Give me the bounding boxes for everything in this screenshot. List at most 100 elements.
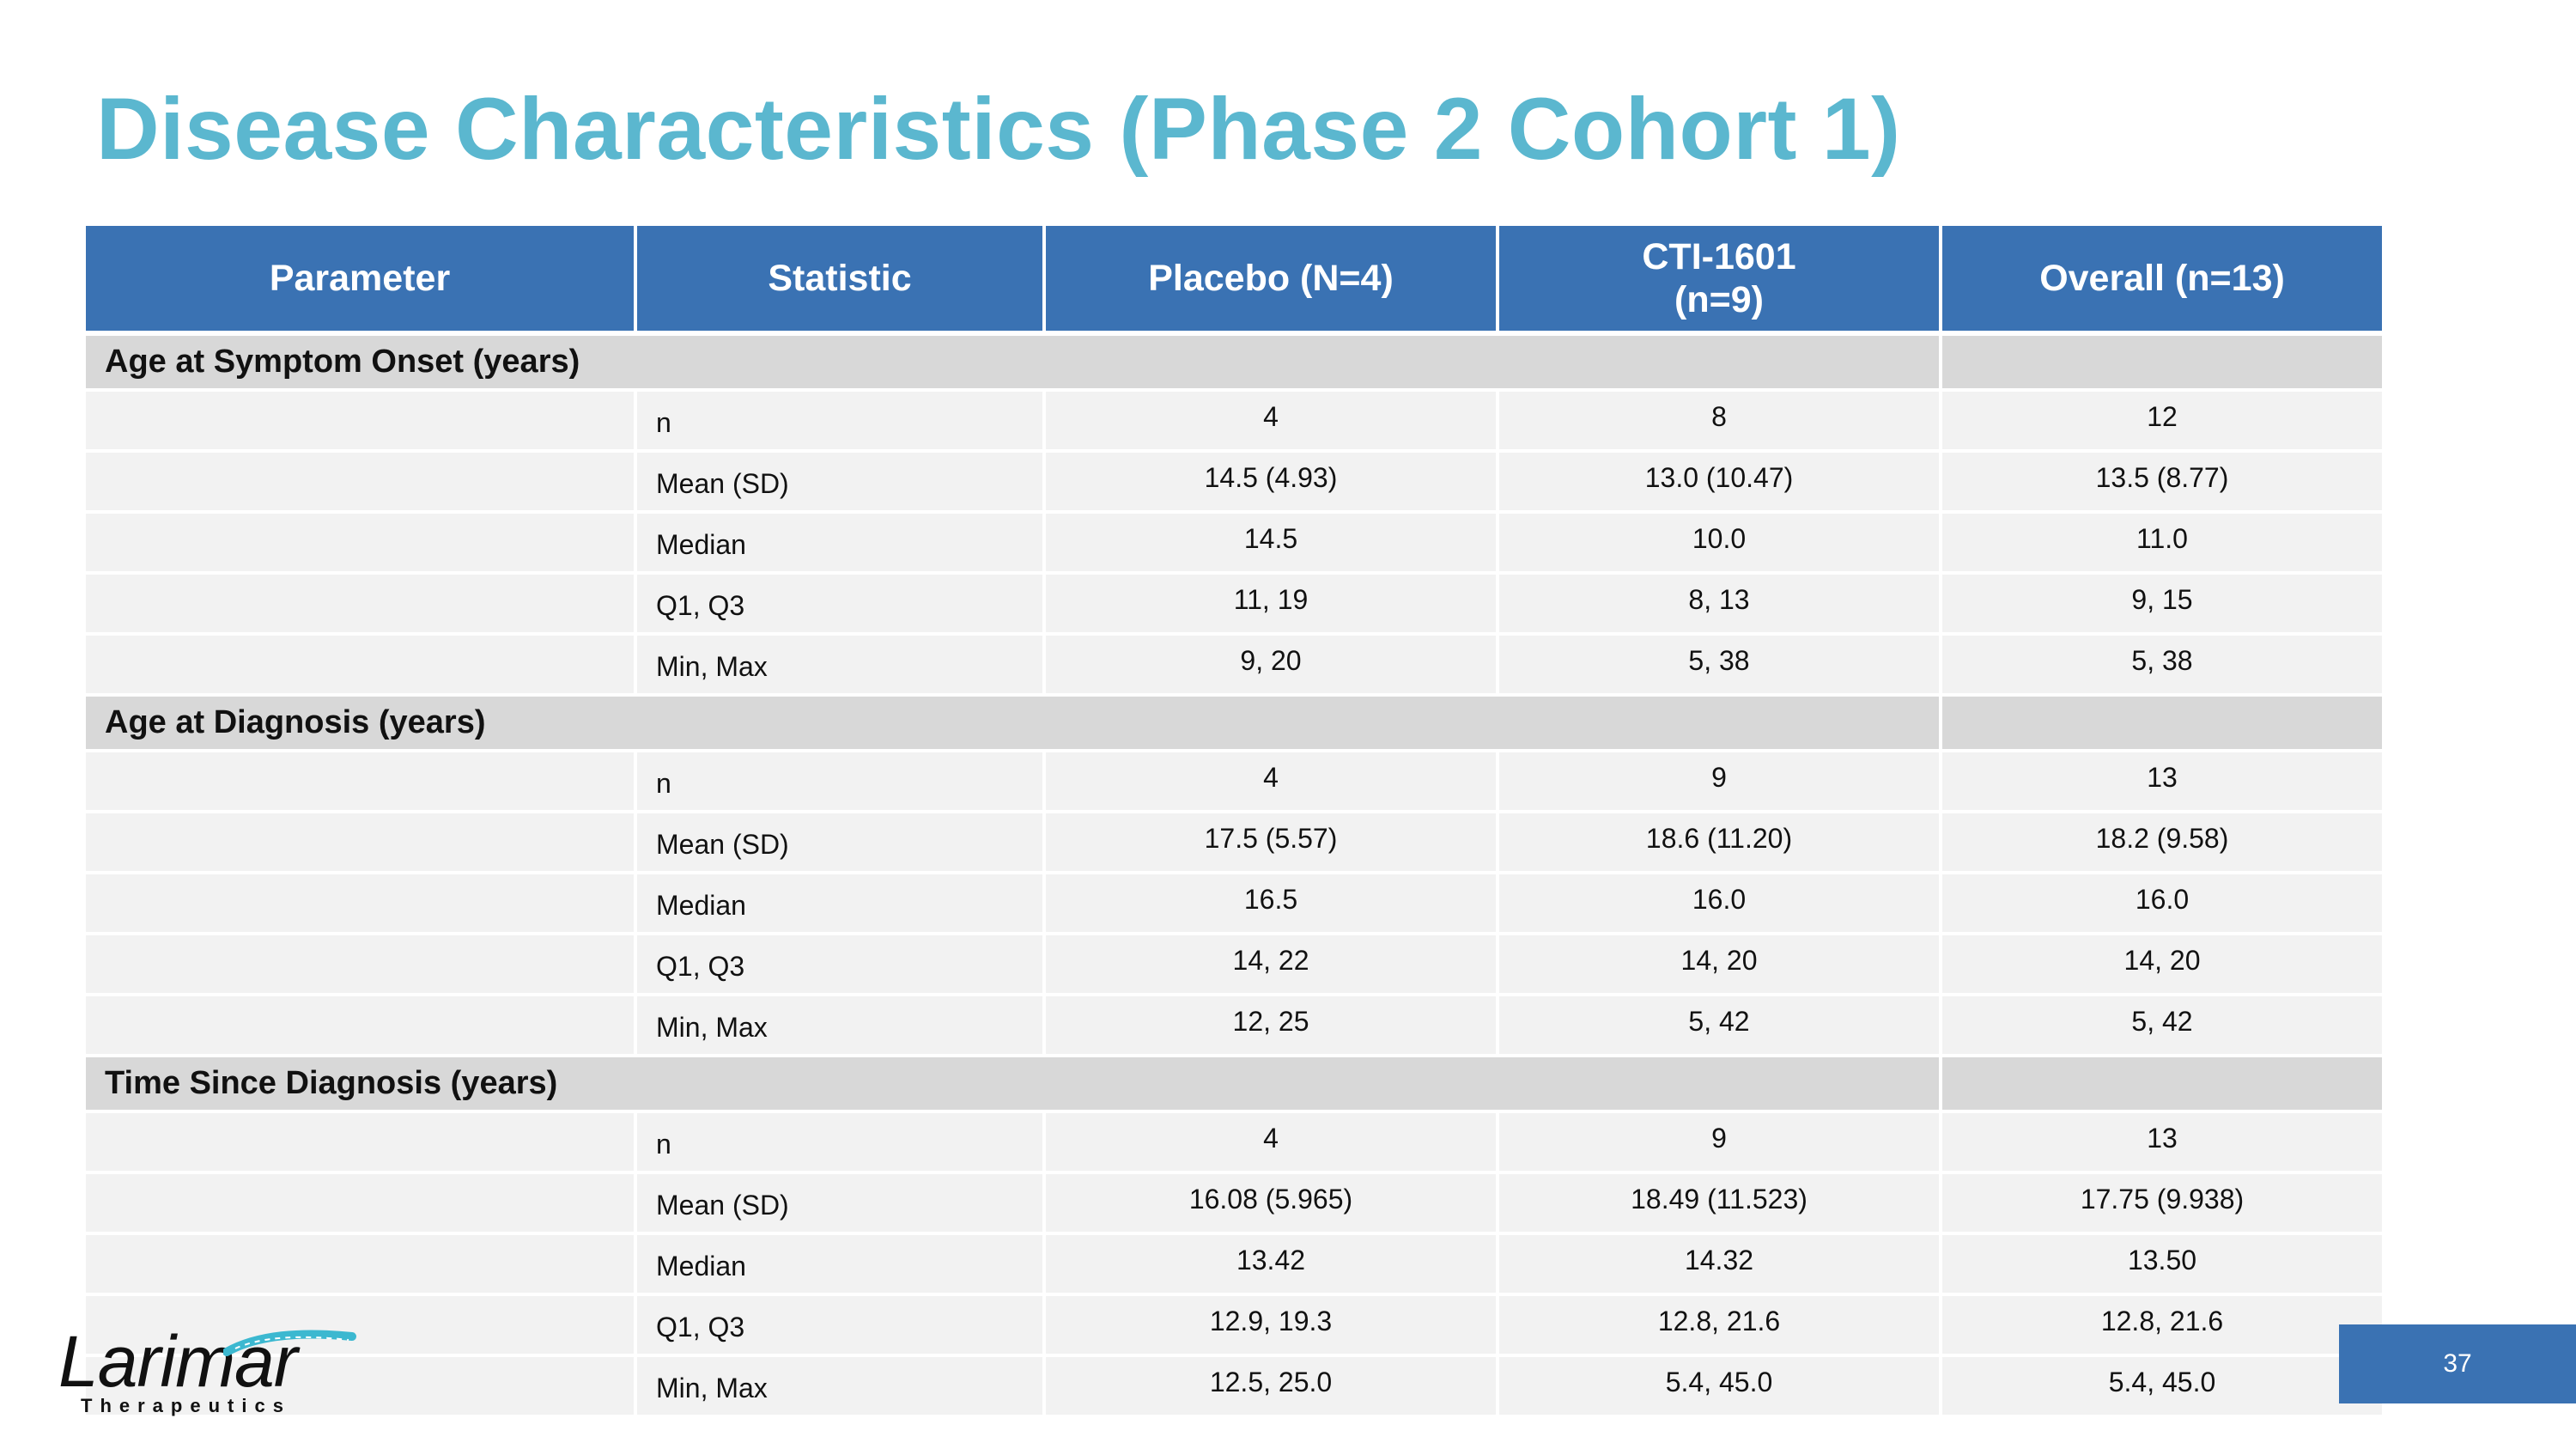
statistic-cell: Median <box>635 873 1046 935</box>
parameter-cell <box>86 390 637 453</box>
cti-1601-cell: 9 <box>1498 1111 1942 1174</box>
placebo-cell: 4 <box>1044 390 1499 453</box>
statistic-cell: n <box>635 1111 1046 1174</box>
placebo-cell: 12.9, 19.3 <box>1044 1294 1499 1357</box>
table-row: Min, Max 12.5, 25.0 5.4, 45.0 5.4, 45.0 <box>86 1355 2382 1418</box>
table-row: Mean (SD) 17.5 (5.57) 18.6 (11.20) 18.2 (9.… <box>86 812 2382 874</box>
placebo-cell: 9, 20 <box>1044 634 1499 697</box>
parameter-cell <box>86 1355 637 1418</box>
table-row: Median 16.5 16.0 16.0 <box>86 873 2382 935</box>
overall-cell: 12 <box>1941 390 2382 453</box>
section-label: Age at Symptom Onset (years) <box>86 333 1941 392</box>
header-placebo: Placebo (N=4) <box>1044 226 1499 336</box>
table-row: Min, Max 12, 25 5, 42 5, 42 <box>86 995 2382 1057</box>
section-blank-cell <box>1939 695 2382 752</box>
cti-1601-cell: 14.32 <box>1498 1233 1942 1296</box>
placebo-cell: 13.42 <box>1044 1233 1499 1296</box>
overall-cell: 9, 15 <box>1941 573 2382 636</box>
section-blank-cell <box>1939 1056 2382 1113</box>
parameter-cell <box>86 1233 637 1296</box>
logo-chain-graphic <box>223 1330 356 1356</box>
parameter-cell <box>86 812 637 874</box>
table-row: Min, Max 9, 20 5, 38 5, 38 <box>86 634 2382 697</box>
statistic-cell: Q1, Q3 <box>635 1294 1046 1357</box>
placebo-cell: 11, 19 <box>1044 573 1499 636</box>
header-cti-1601: CTI-1601 (n=9) <box>1498 226 1942 336</box>
table-row: Mean (SD) 16.08 (5.965) 18.49 (11.523) 17.7… <box>86 1172 2382 1235</box>
section-label: Time Since Diagnosis (years) <box>86 1056 1941 1113</box>
section-blank-cell <box>1939 333 2382 392</box>
placebo-cell: 12.5, 25.0 <box>1044 1355 1499 1418</box>
header-overall: Overall (n=13) <box>1941 226 2382 336</box>
parameter-cell <box>86 1111 637 1174</box>
table-header-row: Parameter Statistic Placebo (N=4) CTI-16… <box>86 226 2382 336</box>
parameter-cell <box>86 934 637 996</box>
statistic-cell: Q1, Q3 <box>635 934 1046 996</box>
cti-1601-cell: 10.0 <box>1498 512 1942 575</box>
overall-cell: 13.50 <box>1941 1233 2382 1296</box>
overall-cell: 13.5 (8.77) <box>1941 451 2382 514</box>
parameter-cell <box>86 1172 637 1235</box>
cti-1601-cell: 18.49 (11.523) <box>1498 1172 1942 1235</box>
cti-1601-cell: 8 <box>1498 390 1942 453</box>
placebo-cell: 17.5 (5.57) <box>1044 812 1499 874</box>
overall-cell: 16.0 <box>1941 873 2382 935</box>
table-row: Median 13.42 14.32 13.50 <box>86 1233 2382 1296</box>
statistic-cell: n <box>635 751 1046 813</box>
overall-cell: 17.75 (9.938) <box>1941 1172 2382 1235</box>
overall-cell: 18.2 (9.58) <box>1941 812 2382 874</box>
placebo-cell: 14.5 (4.93) <box>1044 451 1499 514</box>
table-row: n 4 8 12 <box>86 390 2382 453</box>
logo-subtitle: Therapeutics <box>81 1395 291 1416</box>
header-cti-1601-line2: (n=9) <box>1674 279 1764 320</box>
placebo-cell: 16.5 <box>1044 873 1499 935</box>
section-row: Age at Symptom Onset (years) <box>86 333 2382 392</box>
parameter-cell <box>86 634 637 697</box>
statistic-cell: Median <box>635 512 1046 575</box>
overall-cell: 13 <box>1941 751 2382 813</box>
slide-title: Disease Characteristics (Phase 2 Cohort … <box>96 80 1901 178</box>
parameter-cell <box>86 451 637 514</box>
statistic-cell: Mean (SD) <box>635 451 1046 514</box>
statistic-cell: Q1, Q3 <box>635 573 1046 636</box>
statistic-cell: Min, Max <box>635 995 1046 1057</box>
cti-1601-cell: 18.6 (11.20) <box>1498 812 1942 874</box>
cti-1601-cell: 9 <box>1498 751 1942 813</box>
statistic-cell: Mean (SD) <box>635 812 1046 874</box>
parameter-cell <box>86 1294 637 1357</box>
cti-1601-cell: 8, 13 <box>1498 573 1942 636</box>
statistic-cell: n <box>635 390 1046 453</box>
parameter-cell <box>86 751 637 813</box>
parameter-cell <box>86 995 637 1057</box>
overall-cell: 5, 38 <box>1941 634 2382 697</box>
table-row: Q1, Q3 14, 22 14, 20 14, 20 <box>86 934 2382 996</box>
table-row: n 4 9 13 <box>86 751 2382 813</box>
header-parameter: Parameter <box>86 226 637 336</box>
header-cti-1601-line1: CTI-1601 <box>1642 236 1796 277</box>
section-row: Time Since Diagnosis (years) <box>86 1056 2382 1113</box>
cti-1601-cell: 5.4, 45.0 <box>1498 1355 1942 1418</box>
statistic-cell: Min, Max <box>635 634 1046 697</box>
larimar-logo: Larimar Therapeutics <box>55 1323 356 1417</box>
overall-cell: 5, 42 <box>1941 995 2382 1057</box>
cti-1601-cell: 16.0 <box>1498 873 1942 935</box>
section-row: Age at Diagnosis (years) <box>86 695 2382 752</box>
statistic-cell: Median <box>635 1233 1046 1296</box>
disease-characteristics-table: Parameter Statistic Placebo (N=4) CTI-16… <box>86 226 2382 1418</box>
statistic-cell: Mean (SD) <box>635 1172 1046 1235</box>
parameter-cell <box>86 512 637 575</box>
placebo-cell: 16.08 (5.965) <box>1044 1172 1499 1235</box>
cti-1601-cell: 14, 20 <box>1498 934 1942 996</box>
table-row: Q1, Q3 12.9, 19.3 12.8, 21.6 12.8, 21.6 <box>86 1294 2382 1357</box>
table-row: Q1, Q3 11, 19 8, 13 9, 15 <box>86 573 2382 636</box>
table-row: Median 14.5 10.0 11.0 <box>86 512 2382 575</box>
placebo-cell: 4 <box>1044 1111 1499 1174</box>
cti-1601-cell: 12.8, 21.6 <box>1498 1294 1942 1357</box>
statistic-cell: Min, Max <box>635 1355 1046 1418</box>
page-number: 37 <box>2339 1324 2576 1403</box>
placebo-cell: 14.5 <box>1044 512 1499 575</box>
placebo-cell: 4 <box>1044 751 1499 813</box>
header-statistic: Statistic <box>635 226 1046 336</box>
table-row: Mean (SD) 14.5 (4.93) 13.0 (10.47) 13.5 (8.… <box>86 451 2382 514</box>
cti-1601-cell: 5, 38 <box>1498 634 1942 697</box>
